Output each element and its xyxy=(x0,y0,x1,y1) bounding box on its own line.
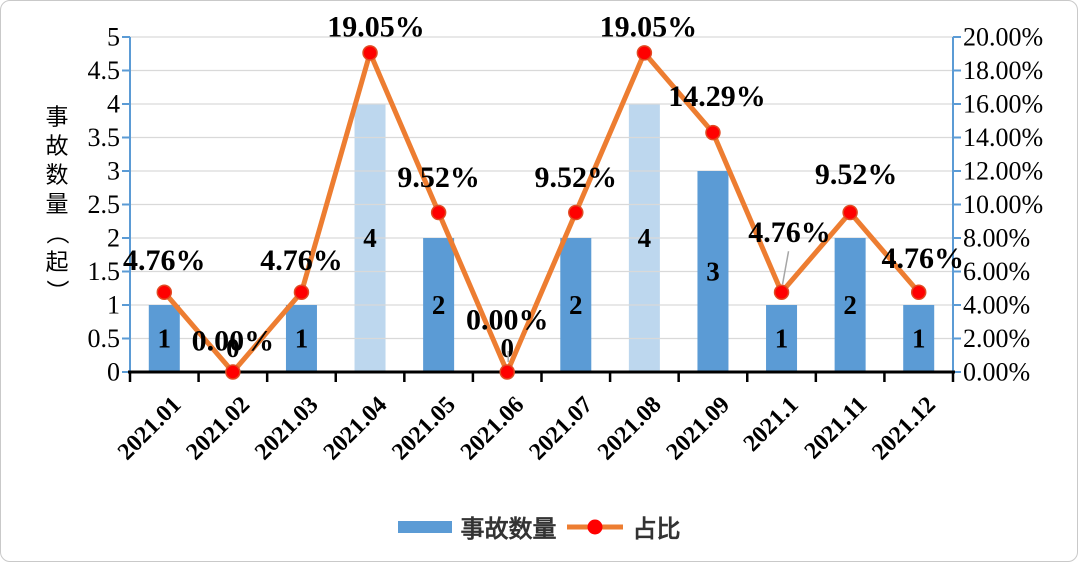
line-point-marker-2021.02 xyxy=(225,364,241,380)
right-axis-tick-label: 2.00% xyxy=(963,324,1030,353)
right-axis-tick-label: 6.00% xyxy=(963,257,1030,286)
line-point-marker-2021.05 xyxy=(430,204,447,221)
x-axis-category-label: 2021.01 xyxy=(113,392,187,466)
y-axis-title-char: 起 xyxy=(46,250,69,275)
left-axis-tick-label: 2 xyxy=(107,224,120,253)
bar-value-label: 1 xyxy=(295,324,309,354)
x-axis-category-label: 2021.05 xyxy=(387,392,461,466)
bar-2021.09 xyxy=(697,171,729,372)
line-point-marker-2021.08 xyxy=(636,45,653,61)
line-point-label: 0.00% xyxy=(466,304,549,337)
line-point-marker-2021.11 xyxy=(842,204,858,221)
line-point-label: 4.76% xyxy=(881,242,964,275)
bar-value-label: 4 xyxy=(363,223,377,253)
bar-2021.11 xyxy=(834,238,866,372)
line-point-marker-2021.03 xyxy=(293,284,310,301)
bar-value-label: 1 xyxy=(158,324,172,354)
label-leader-line xyxy=(781,251,790,285)
bar-value-label: 1 xyxy=(775,324,789,354)
bar-2021.12 xyxy=(903,305,935,372)
line-point-marker-2021.07 xyxy=(568,204,584,221)
legend-bar-swatch xyxy=(397,520,452,533)
bar-2021.01 xyxy=(148,305,180,372)
bar-value-label: 3 xyxy=(706,257,720,287)
line-point-marker-2021.06 xyxy=(499,364,515,380)
bar-2021.1 xyxy=(766,305,798,372)
x-axis-category-label: 2021.1 xyxy=(739,392,804,457)
right-axis-tick-label: 18.00% xyxy=(963,56,1043,85)
percentage-line xyxy=(161,50,922,375)
x-axis-category-label: 2021.02 xyxy=(182,392,256,466)
line-point-marker-2021.12 xyxy=(910,284,927,301)
right-axis-tick-label: 20.00% xyxy=(963,23,1043,52)
y-axis-title-char: （ xyxy=(45,222,70,245)
left-axis-tick-label: 0 xyxy=(107,358,120,387)
y-axis-title-char: 数 xyxy=(46,163,69,188)
x-axis-category-label: 2021.04 xyxy=(319,392,393,466)
bar-value-label: 2 xyxy=(843,290,857,320)
y-axis-title-char: 量 xyxy=(46,192,69,217)
left-axis-tick-label: 4.5 xyxy=(88,56,121,85)
right-axis-tick-label: 16.00% xyxy=(963,90,1043,119)
line-point-label: 19.05% xyxy=(327,10,425,43)
line-point-label: 0.00% xyxy=(192,325,275,358)
left-axis-tick-label: 2.5 xyxy=(88,190,121,219)
legend: 事故数量 占比 xyxy=(1,509,1077,544)
x-axis-category-label: 2021.07 xyxy=(524,392,598,466)
x-axis-category-label: 2021.08 xyxy=(593,392,667,466)
bar-value-label: 2 xyxy=(432,290,446,320)
line-point-label: 4.76% xyxy=(748,216,831,249)
bar-value-label: 1 xyxy=(912,324,926,354)
right-axis-tick-label: 14.00% xyxy=(963,123,1043,152)
x-axis-category-label: 2021.06 xyxy=(456,392,530,466)
x-axis-category-label: 2021.03 xyxy=(250,392,324,466)
line-point-label: 9.52% xyxy=(815,158,898,191)
left-axis-tick-label: 0.5 xyxy=(88,324,121,353)
bar-2021.03 xyxy=(285,305,317,372)
bar-2021.07 xyxy=(560,238,592,372)
y-axis-title-char: 故 xyxy=(46,134,69,159)
left-axis-tick-label: 4 xyxy=(107,90,120,119)
line-point-label: 19.05% xyxy=(600,10,698,43)
bar-value-label: 2 xyxy=(569,290,583,320)
left-axis-tick-label: 3.5 xyxy=(88,123,121,152)
right-axis-tick-label: 8.00% xyxy=(963,224,1030,253)
left-axis-tick-label: 1 xyxy=(107,291,120,320)
x-axis-category-label: 2021.11 xyxy=(800,392,873,465)
line-point-marker-2021.09 xyxy=(705,124,721,141)
line-point-label: 4.76% xyxy=(123,244,206,277)
legend-line-swatch xyxy=(566,519,623,534)
line-point-label: 4.76% xyxy=(260,244,343,277)
right-axis-tick-label: 4.00% xyxy=(963,291,1030,320)
legend-line-label: 占比 xyxy=(632,517,681,543)
right-axis-tick-label: 12.00% xyxy=(963,157,1043,186)
legend-line-marker xyxy=(587,519,602,534)
y-axis-title-char: 事 xyxy=(46,105,69,130)
left-axis-tick-label: 3 xyxy=(107,157,120,186)
left-axis-tick-label: 1.5 xyxy=(88,257,121,286)
legend-bar-label: 事故数量 xyxy=(460,517,557,543)
line-point-marker-2021.01 xyxy=(156,284,173,301)
bar-value-label: 0 xyxy=(226,333,240,363)
y-axis-title-char: ） xyxy=(45,280,70,303)
line-point-marker-2021.04 xyxy=(362,45,378,61)
line-point-label: 9.52% xyxy=(535,161,618,194)
line-point-marker-2021.1 xyxy=(773,284,790,301)
line-point-label: 9.52% xyxy=(397,161,480,194)
combo-chart-canvas: 54.543.532.521.510.5020.00%18.00%16.00%1… xyxy=(45,10,1044,466)
line-point-label: 14.29% xyxy=(668,80,766,113)
x-axis-category-label: 2021.12 xyxy=(867,392,941,466)
left-axis-tick-label: 5 xyxy=(107,23,120,52)
right-axis-tick-label: 0.00% xyxy=(963,358,1030,387)
x-axis-category-label: 2021.09 xyxy=(662,392,736,466)
bar-value-label: 0 xyxy=(500,333,514,363)
right-axis-tick-label: 10.00% xyxy=(963,190,1043,219)
bar-2021.05 xyxy=(423,238,455,372)
bar-value-label: 4 xyxy=(638,223,652,253)
